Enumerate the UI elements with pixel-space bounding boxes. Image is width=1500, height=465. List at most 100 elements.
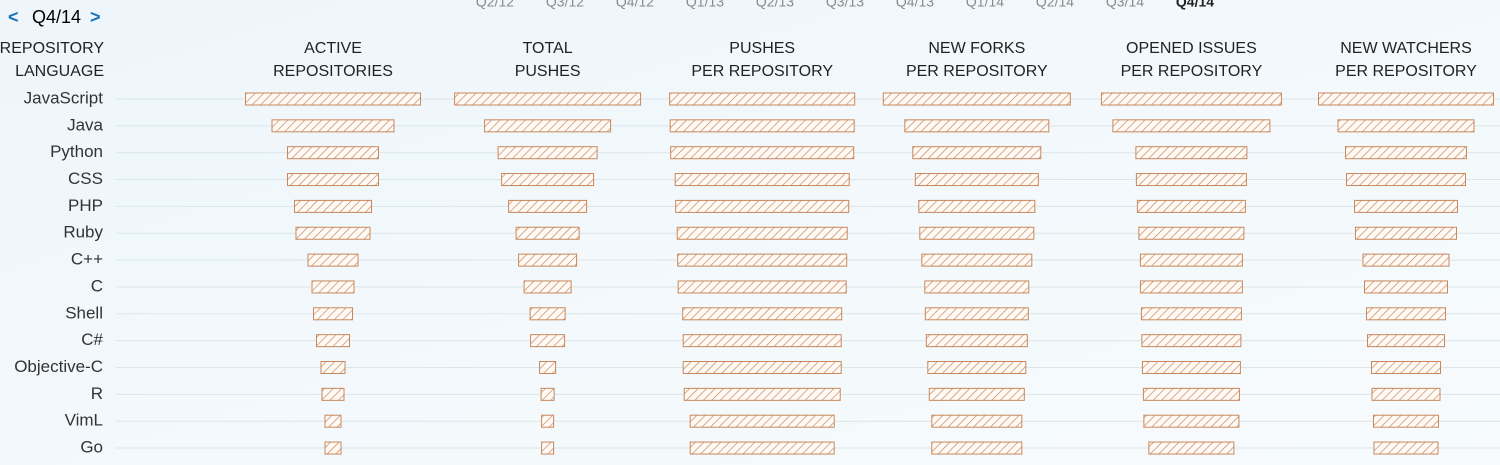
bar[interactable] — [682, 334, 842, 348]
bar[interactable] — [924, 280, 1030, 294]
language-label[interactable]: CSS — [68, 169, 103, 188]
language-label[interactable]: R — [91, 384, 103, 403]
bar[interactable] — [1139, 280, 1243, 294]
bar[interactable] — [324, 441, 342, 455]
bar[interactable] — [682, 307, 843, 321]
bar[interactable] — [287, 173, 379, 187]
language-label[interactable]: Java — [67, 115, 103, 134]
bar[interactable] — [515, 226, 580, 240]
bar[interactable] — [931, 414, 1023, 428]
language-label[interactable]: Go — [80, 438, 103, 457]
bar[interactable] — [674, 173, 850, 187]
language-label[interactable]: Objective-C — [14, 357, 103, 376]
language-label[interactable]: C# — [81, 330, 103, 349]
bar[interactable] — [1354, 199, 1458, 213]
bar[interactable] — [1346, 173, 1466, 187]
bar[interactable] — [307, 253, 359, 267]
bar[interactable] — [1141, 361, 1241, 374]
column-header[interactable]: ACTIVE — [304, 40, 362, 57]
bar[interactable] — [689, 414, 835, 428]
bar[interactable] — [541, 441, 555, 455]
bar[interactable] — [1100, 92, 1282, 106]
bar[interactable] — [1371, 387, 1441, 401]
bar[interactable] — [675, 199, 850, 213]
bar[interactable] — [912, 146, 1042, 160]
language-label[interactable]: JavaScript — [24, 88, 104, 107]
timeline-quarter[interactable]: Q4/12 — [616, 0, 654, 10]
bar[interactable] — [682, 361, 842, 374]
timeline-quarter[interactable]: Q4/14 — [1176, 0, 1214, 10]
bar[interactable] — [497, 146, 598, 160]
bar[interactable] — [1362, 253, 1450, 267]
bar[interactable] — [1139, 253, 1243, 267]
column-header[interactable]: PUSHES — [515, 63, 581, 80]
bar[interactable] — [928, 387, 1025, 401]
language-label[interactable]: PHP — [68, 196, 103, 215]
bar[interactable] — [295, 226, 371, 240]
bar[interactable] — [689, 441, 835, 455]
bar[interactable] — [523, 280, 572, 294]
bar[interactable] — [320, 361, 346, 374]
bar[interactable] — [245, 92, 421, 106]
bar[interactable] — [311, 280, 355, 294]
bar[interactable] — [316, 334, 350, 348]
timeline-quarter[interactable]: Q1/13 — [686, 0, 724, 10]
bar[interactable] — [540, 387, 555, 401]
bar[interactable] — [287, 146, 379, 160]
bar[interactable] — [1364, 280, 1448, 294]
bar[interactable] — [1142, 387, 1240, 401]
bar[interactable] — [931, 441, 1023, 455]
bar[interactable] — [1337, 119, 1475, 133]
bar[interactable] — [1135, 173, 1247, 187]
bar[interactable] — [1345, 146, 1467, 160]
language-label[interactable]: Shell — [65, 303, 103, 322]
column-header[interactable]: PER REPOSITORY — [691, 63, 833, 80]
bar[interactable] — [918, 199, 1036, 213]
bar[interactable] — [1136, 199, 1246, 213]
language-label[interactable]: C — [91, 276, 103, 295]
bar[interactable] — [1138, 226, 1245, 240]
bar[interactable] — [882, 92, 1071, 106]
bar[interactable] — [1373, 441, 1439, 455]
timeline-quarter[interactable]: Q3/14 — [1106, 0, 1144, 10]
bar[interactable] — [539, 361, 557, 374]
bar[interactable] — [677, 253, 848, 267]
bar[interactable] — [1140, 307, 1242, 321]
bar[interactable] — [1366, 307, 1446, 321]
bar[interactable] — [1371, 361, 1441, 374]
bar[interactable] — [927, 361, 1027, 374]
column-header[interactable]: NEW FORKS — [928, 40, 1025, 57]
bar[interactable] — [1135, 146, 1248, 160]
bar[interactable] — [924, 307, 1029, 321]
bar[interactable] — [669, 92, 856, 106]
column-header[interactable]: OPENED ISSUES — [1126, 40, 1257, 57]
bar[interactable] — [677, 280, 847, 294]
bar[interactable] — [1318, 92, 1494, 106]
bar[interactable] — [484, 119, 612, 133]
language-label[interactable]: Python — [50, 142, 103, 161]
bar[interactable] — [1367, 334, 1445, 348]
column-header[interactable]: REPOSITORIES — [273, 63, 393, 80]
bar[interactable] — [324, 414, 342, 428]
column-header[interactable]: TOTAL — [523, 40, 573, 57]
bar[interactable] — [530, 334, 566, 348]
timeline-quarter[interactable]: Q3/13 — [826, 0, 864, 10]
bar[interactable] — [1355, 226, 1457, 240]
timeline-quarter[interactable]: Q3/12 — [546, 0, 584, 10]
bar[interactable] — [904, 119, 1050, 133]
language-label[interactable]: C++ — [71, 250, 103, 269]
bar[interactable] — [921, 253, 1033, 267]
bar[interactable] — [676, 226, 848, 240]
timeline-quarter[interactable]: Q4/13 — [896, 0, 934, 10]
timeline-quarter[interactable]: Q2/13 — [756, 0, 794, 10]
bar[interactable] — [313, 307, 353, 321]
prev-button[interactable]: < — [8, 7, 19, 27]
bar[interactable] — [669, 119, 855, 133]
bar[interactable] — [683, 387, 841, 401]
bar[interactable] — [541, 414, 555, 428]
bar[interactable] — [925, 334, 1028, 348]
bar[interactable] — [321, 387, 345, 401]
next-button[interactable]: > — [90, 7, 101, 27]
bar[interactable] — [529, 307, 566, 321]
column-header[interactable]: PUSHES — [729, 40, 795, 57]
